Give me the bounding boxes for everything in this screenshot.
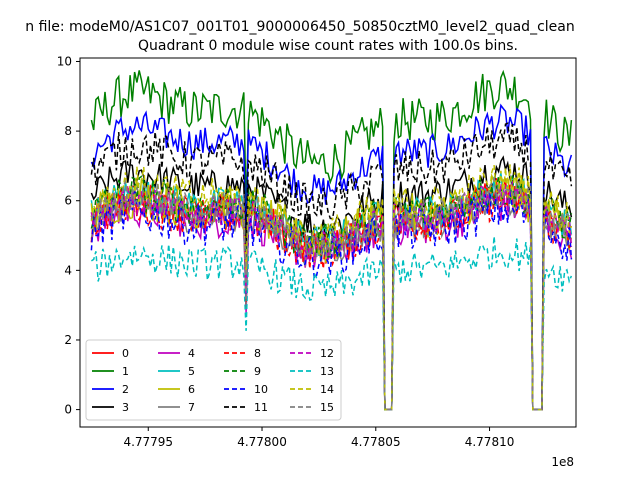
y-tick-label: 8: [64, 124, 72, 138]
series-line-14: [90, 164, 573, 411]
legend-label-2: 2: [122, 383, 129, 396]
legend-label-9: 9: [254, 365, 261, 378]
series-line-13: [90, 236, 573, 411]
legend-label-5: 5: [188, 365, 195, 378]
series-line-10: [90, 188, 573, 411]
y-tick-label: 0: [64, 403, 72, 417]
series-line-15: [90, 176, 572, 411]
x-axis-offset-label: 1e8: [551, 455, 574, 469]
legend-label-8: 8: [254, 347, 261, 360]
series-line-2: [90, 103, 573, 411]
x-tick-label: 4.77805: [351, 435, 401, 449]
y-tick-label: 6: [64, 194, 72, 208]
legend-label-11: 11: [254, 401, 268, 414]
legend-label-13: 13: [320, 365, 334, 378]
legend-label-15: 15: [320, 401, 334, 414]
y-tick-label: 10: [57, 54, 72, 68]
y-tick-label: 2: [64, 333, 72, 347]
plot-frame: [79, 57, 577, 428]
series-line-1: [90, 69, 573, 411]
legend-box: [85, 339, 342, 421]
legend-label-12: 12: [320, 347, 334, 360]
series-line-12: [90, 179, 573, 411]
legend-label-14: 14: [320, 383, 334, 396]
legend-label-0: 0: [122, 347, 129, 360]
legend-label-6: 6: [188, 383, 195, 396]
legend-label-10: 10: [254, 383, 268, 396]
series-layer: [90, 69, 573, 411]
legend-label-7: 7: [188, 401, 195, 414]
legend-label-4: 4: [188, 347, 195, 360]
series-line-8: [90, 182, 572, 411]
series-line-9: [90, 175, 573, 411]
x-tick-label: 4.77800: [237, 435, 287, 449]
chart-title: Quadrant 0 module wise count rates with …: [138, 38, 518, 54]
x-tick-label: 4.77810: [465, 435, 515, 449]
y-tick-label: 4: [64, 263, 72, 277]
legend-label-3: 3: [122, 401, 129, 414]
legend-label-1: 1: [122, 365, 129, 378]
x-tick-label: 4.77795: [123, 435, 173, 449]
figure-suptitle: n file: modeM0/AS1C07_001T01_9000006450_…: [25, 19, 575, 35]
series-line-11: [90, 122, 573, 411]
